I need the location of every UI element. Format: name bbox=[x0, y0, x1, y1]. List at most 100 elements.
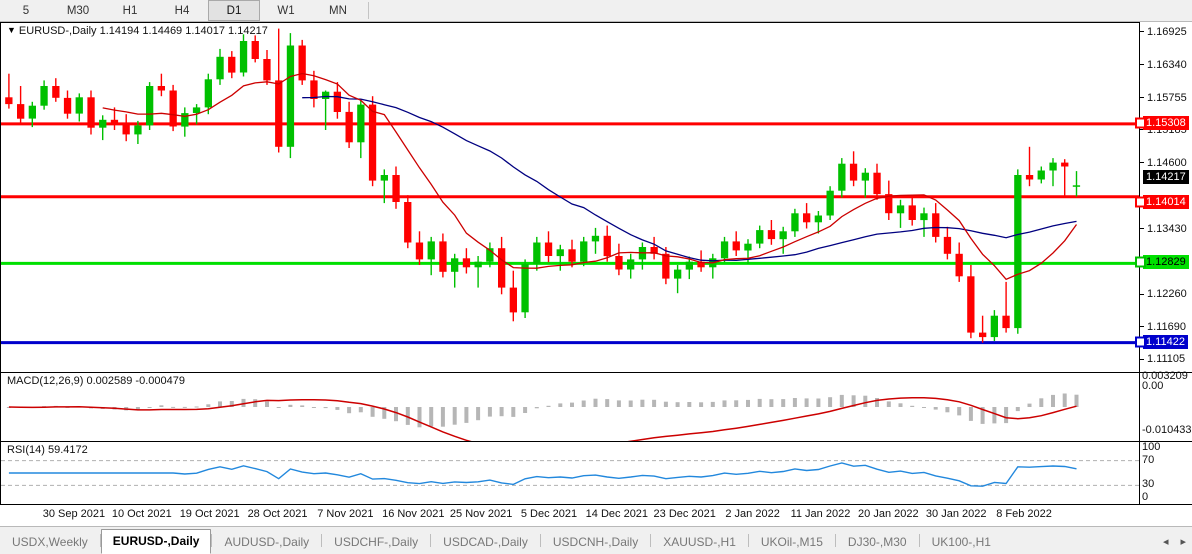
price-chart-svg bbox=[1, 28, 1139, 345]
price-tick-label: 1.13430 bbox=[1147, 222, 1187, 235]
rsi-axis-tick: 30 bbox=[1142, 478, 1155, 491]
macd-histogram-bar bbox=[347, 407, 352, 414]
axis-pane-separator bbox=[1140, 441, 1192, 442]
candle-body bbox=[462, 258, 471, 268]
macd-histogram-bar bbox=[792, 398, 797, 407]
timeframe-button-d1[interactable]: D1 bbox=[208, 0, 260, 21]
macd-histogram-bar bbox=[663, 401, 668, 407]
chart-tab-usdcnhdaily[interactable]: USDCNH-,Daily bbox=[552, 535, 639, 549]
macd-histogram-bar bbox=[147, 407, 152, 408]
price-level-handle[interactable] bbox=[1135, 256, 1146, 268]
timeframe-button-m30[interactable]: M30 bbox=[66, 4, 90, 17]
candle-body bbox=[1037, 170, 1045, 180]
chart-tab-ukoilm15[interactable]: UKOil-,M15 bbox=[760, 535, 823, 549]
macd-histogram-bar bbox=[546, 405, 551, 407]
candle-body bbox=[591, 235, 600, 242]
price-badge-blue[interactable]: 1.11422 bbox=[1143, 334, 1188, 349]
price-axis[interactable]: 1.169251.163401.157551.151851.146001.134… bbox=[1135, 22, 1192, 504]
price-badge-green[interactable]: 1.12829 bbox=[1143, 255, 1189, 270]
macd-histogram-bar bbox=[487, 407, 492, 417]
candle-body bbox=[181, 113, 189, 127]
candle-body bbox=[650, 247, 658, 254]
candle-body bbox=[486, 248, 494, 262]
candle-body bbox=[1002, 315, 1010, 329]
timeframe-button-h4[interactable]: H4 bbox=[174, 4, 190, 17]
candle-body bbox=[40, 86, 48, 106]
macd-histogram-bar bbox=[429, 407, 434, 427]
macd-histogram-bar bbox=[1004, 407, 1009, 424]
price-pane-label: ▼ EURUSD-,Daily 1.14194 1.14469 1.14017 1… bbox=[7, 25, 268, 37]
macd-histogram-bar bbox=[628, 400, 633, 407]
candle-body bbox=[99, 119, 107, 128]
rsi-pane[interactable]: RSI(14) 59.4172 bbox=[0, 441, 1139, 504]
macd-histogram-bar bbox=[265, 401, 269, 407]
candle-body bbox=[779, 231, 787, 240]
tabs-scroll-left-button[interactable]: ◂ bbox=[1162, 536, 1169, 548]
price-badge-black[interactable]: 1.14217 bbox=[1143, 170, 1189, 185]
macd-histogram-bar bbox=[851, 395, 856, 407]
macd-histogram-bar bbox=[757, 398, 762, 407]
chart-tab-eurusddaily[interactable]: EURUSD-,Daily bbox=[100, 529, 212, 554]
price-tick-label: 1.15755 bbox=[1147, 91, 1187, 104]
candle-body bbox=[920, 213, 928, 221]
tabs-scroll-right-button[interactable]: ▸ bbox=[1180, 536, 1186, 548]
macd-histogram-bar bbox=[828, 397, 833, 407]
macd-histogram-bar bbox=[875, 398, 879, 407]
tab-divider bbox=[539, 534, 541, 547]
collapse-arrow-icon[interactable]: ▼ bbox=[7, 25, 16, 35]
macd-chart-svg bbox=[6, 393, 1079, 441]
macd-histogram-bar bbox=[933, 407, 938, 410]
price-level-handle[interactable] bbox=[1135, 117, 1146, 129]
price-level-handle[interactable] bbox=[1135, 336, 1146, 348]
price-tick-label: 1.16925 bbox=[1147, 25, 1187, 38]
price-axis-tick: 1.11105 bbox=[1140, 353, 1185, 365]
price-badge-red[interactable]: 1.15308 bbox=[1143, 115, 1189, 130]
macd-histogram-bar bbox=[968, 407, 973, 421]
macd-histogram-bar bbox=[804, 398, 809, 407]
macd-histogram-bar bbox=[218, 401, 222, 407]
price-axis-tick: 1.16925 bbox=[1140, 26, 1187, 38]
macd-histogram-bar bbox=[476, 407, 481, 421]
macd-histogram-bar bbox=[335, 407, 340, 410]
chart-tab-usdchfdaily[interactable]: USDCHF-,Daily bbox=[334, 535, 419, 549]
candle-body bbox=[439, 241, 447, 272]
rsi-line bbox=[8, 462, 1077, 487]
macd-histogram-bar bbox=[1027, 403, 1032, 407]
candle-body bbox=[685, 261, 693, 270]
macd-histogram-bar bbox=[1015, 407, 1020, 412]
chart-tab-usdcaddaily[interactable]: USDCAD-,Daily bbox=[443, 535, 528, 549]
candle-body bbox=[1061, 162, 1069, 167]
price-pane-label-text: EURUSD-,Daily 1.14194 1.14469 1.14017 1.… bbox=[18, 25, 268, 37]
candle-body bbox=[392, 175, 400, 202]
ma-fast-line bbox=[102, 72, 1078, 281]
candle-body bbox=[322, 91, 330, 99]
candle-body bbox=[615, 256, 623, 270]
macd-histogram-bar bbox=[1074, 394, 1079, 407]
candle-body bbox=[756, 230, 764, 244]
candle-body bbox=[216, 56, 224, 80]
candle-body bbox=[826, 190, 834, 216]
chart-tab-uk100h1[interactable]: UK100-,H1 bbox=[931, 535, 991, 549]
candle-body bbox=[239, 41, 248, 73]
timeframe-button-mn[interactable]: MN bbox=[329, 4, 347, 17]
macd-histogram-bar bbox=[699, 402, 704, 407]
candle-body bbox=[17, 104, 25, 119]
price-level-handle[interactable] bbox=[1135, 196, 1146, 208]
price-tick-label: 1.12260 bbox=[1147, 288, 1187, 301]
chart-tab-usdxweekly[interactable]: USDX,Weekly bbox=[12, 535, 88, 549]
chart-tab-audusddaily[interactable]: AUDUSD-,Daily bbox=[224, 535, 310, 549]
chart-tab-xauusdh1[interactable]: XAUUSD-,H1 bbox=[663, 535, 736, 549]
price-badge-red[interactable]: 1.14014 bbox=[1143, 194, 1189, 209]
date-axis-label: 16 Nov 2021 bbox=[382, 508, 445, 520]
price-tick-label: 1.14600 bbox=[1147, 156, 1187, 169]
chart-tab-dj30m30[interactable]: DJ30-,M30 bbox=[847, 535, 907, 549]
macd-pane[interactable]: MACD(12,26,9) 0.002589 -0.000479 bbox=[0, 372, 1139, 441]
candle-body bbox=[943, 236, 952, 254]
timeframe-button-h1[interactable]: H1 bbox=[122, 4, 138, 17]
timeframe-button-w1[interactable]: W1 bbox=[277, 4, 295, 17]
price-pane[interactable]: ▼ EURUSD-,Daily 1.14194 1.14469 1.14017 1… bbox=[0, 22, 1139, 372]
candle-body bbox=[791, 213, 799, 232]
timeframe-toolbar: 5 M30 H1 H4 D1 W1 MN bbox=[0, 0, 1192, 22]
timeframe-button-5[interactable]: 5 bbox=[22, 4, 30, 17]
